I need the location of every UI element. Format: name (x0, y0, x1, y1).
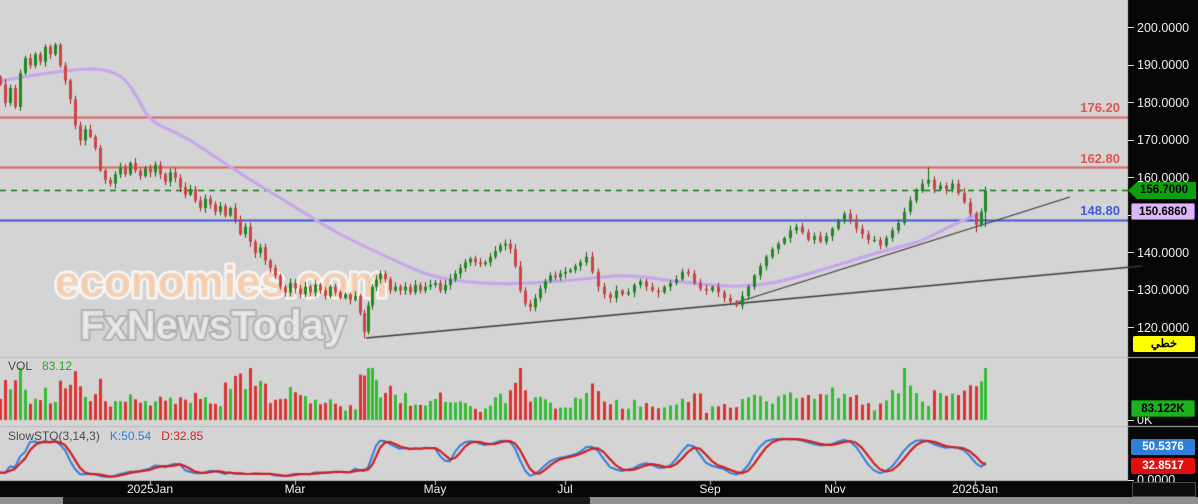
axis-corner-box (1132, 482, 1196, 497)
price-axis-label: 160.0000 (1128, 171, 1189, 185)
tick-mark (1128, 289, 1134, 291)
time-axis-label: May (423, 482, 447, 496)
price-axis-label: 140.0000 (1128, 246, 1189, 260)
tick-mark (1128, 102, 1134, 103)
stochastic-k-value: K:50.54 (109, 429, 152, 443)
time-axis-label: 2026Jan (951, 482, 999, 496)
price-axis-label: 170.0000 (1128, 133, 1189, 147)
stochastic-indicator-label: SlowSTO(3,14,3) K:50.54 D:32.85 (8, 429, 203, 443)
scrollbar-left-button[interactable] (0, 497, 63, 504)
volume-value: 83.12 (42, 359, 73, 373)
scrollbar-thumb[interactable] (590, 497, 1198, 504)
volume-indicator-label: VOL 83.12 (8, 359, 72, 373)
horizontal-scrollbar[interactable] (0, 497, 1198, 504)
time-axis[interactable]: 2025Jan Mar May Jul Sep Nov 2026Jan (0, 481, 1128, 497)
tick-mark (1128, 479, 1134, 481)
stochastic-d-value: D:32.85 (161, 429, 204, 443)
tick-mark (1128, 64, 1134, 66)
tick-mark (1128, 252, 1134, 253)
price-axis-label: 180.0000 (1128, 96, 1189, 110)
tick-mark (1128, 177, 1134, 178)
tick-mark (1128, 27, 1134, 28)
tick-mark (1128, 419, 1134, 421)
volume-value-badge: 83.122K (1131, 400, 1195, 417)
price-axis-label: 200.0000 (1128, 21, 1189, 35)
price-axis-label: 190.0000 (1128, 58, 1189, 72)
stochastic-d-badge: 32.8517 (1131, 458, 1195, 474)
tick-mark (1128, 139, 1134, 141)
ma-value-badge: 150.6860 (1131, 203, 1195, 220)
tick-mark (1128, 327, 1134, 328)
time-axis-label: Mar (284, 482, 306, 496)
time-axis-label: Jul (557, 482, 573, 496)
last-price-badge: 156.7000 (1128, 182, 1196, 199)
scale-mode-badge[interactable]: خطي (1133, 336, 1195, 352)
stochastic-label: SlowSTO(3,14,3) (8, 429, 100, 443)
time-axis-label: Sep (699, 482, 721, 496)
price-axis-label: 130.0000 (1128, 283, 1189, 297)
price-axis-label: 120.0000 (1128, 321, 1189, 335)
time-axis-label: Nov (824, 482, 846, 496)
time-axis-label: 2025Jan (126, 482, 174, 496)
volume-label: VOL (8, 359, 33, 373)
stochastic-k-badge: 50.5376 (1131, 439, 1195, 455)
